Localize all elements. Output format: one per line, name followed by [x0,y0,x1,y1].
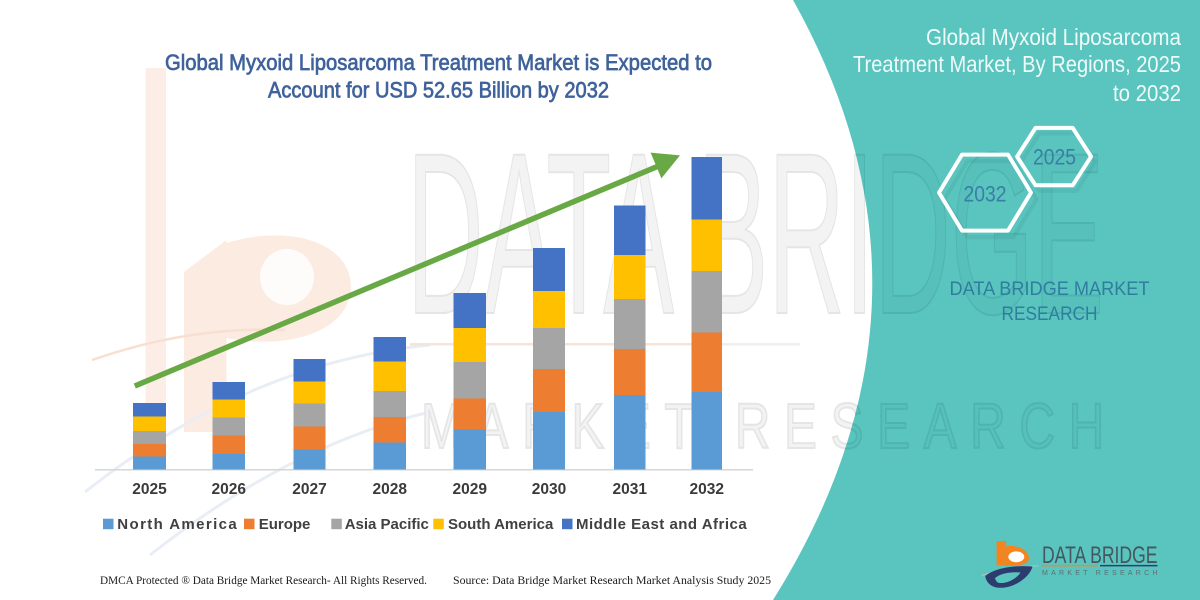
svg-text:RESEARCH: RESEARCH [1002,304,1098,325]
svg-text:Account for USD 52.65 Billion: Account for USD 52.65 Billion by 2032 [268,78,609,103]
svg-text:DATA BRIDGE MARKET: DATA BRIDGE MARKET [950,279,1150,300]
svg-text:2027: 2027 [292,481,326,498]
svg-text:Europe: Europe [259,516,311,533]
svg-text:Asia Pacific: Asia Pacific [345,516,429,533]
svg-text:Global Myxoid Liposarcoma: Global Myxoid Liposarcoma [926,24,1182,50]
svg-text:South America: South America [448,516,554,533]
svg-text:Middle East and Africa: Middle East and Africa [576,516,747,533]
svg-text:Source: Data Bridge Market Res: Source: Data Bridge Market Research Mark… [453,573,771,587]
svg-text:DATA BRIDGE: DATA BRIDGE [1042,542,1158,569]
svg-text:2030: 2030 [532,481,566,498]
svg-text:North America: North America [117,516,237,533]
svg-text:to 2032: to 2032 [1113,80,1181,106]
svg-text:2031: 2031 [613,481,648,498]
svg-text:2025: 2025 [1033,145,1076,170]
svg-text:DMCA Protected ® Data Bridge M: DMCA Protected ® Data Bridge Market Rese… [100,573,427,587]
svg-text:MARKET RESEARCH: MARKET RESEARCH [1042,570,1158,577]
svg-text:2032: 2032 [964,182,1007,207]
svg-text:2026: 2026 [212,481,247,498]
svg-text:2028: 2028 [373,481,408,498]
svg-text:Treatment Market, By Regions,: Treatment Market, By Regions, 2025 [853,51,1181,77]
svg-text:2025: 2025 [132,481,167,498]
svg-text:Global Myxoid Liposarcoma Trea: Global Myxoid Liposarcoma Treatment Mark… [165,50,712,75]
svg-text:2029: 2029 [453,481,488,498]
svg-text:2032: 2032 [690,481,724,498]
